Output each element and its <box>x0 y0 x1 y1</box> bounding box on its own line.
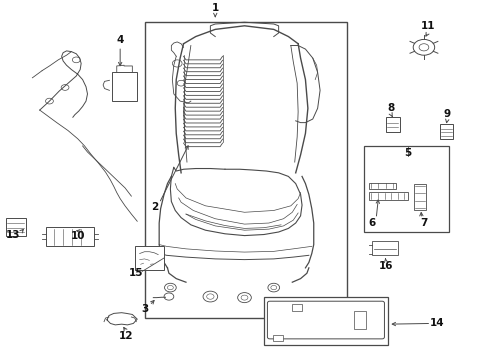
Bar <box>5 219 26 235</box>
Bar <box>292 305 302 311</box>
Bar <box>385 117 399 132</box>
Text: 7: 7 <box>419 218 427 228</box>
Text: 2: 2 <box>150 202 158 212</box>
FancyBboxPatch shape <box>267 301 384 339</box>
Bar <box>272 335 282 341</box>
Text: 15: 15 <box>129 268 143 278</box>
Text: 5: 5 <box>404 148 410 158</box>
Bar <box>112 72 137 101</box>
Bar <box>45 226 94 246</box>
Text: 16: 16 <box>378 261 392 271</box>
Bar <box>439 124 452 139</box>
Text: 10: 10 <box>70 231 85 240</box>
Text: 13: 13 <box>6 230 20 239</box>
Text: 9: 9 <box>443 109 450 119</box>
Bar <box>368 192 407 200</box>
Text: 8: 8 <box>386 103 394 113</box>
Text: 4: 4 <box>116 35 123 45</box>
Bar <box>135 246 163 270</box>
Text: 6: 6 <box>368 218 375 228</box>
Bar <box>363 146 448 232</box>
Text: 11: 11 <box>420 21 435 31</box>
Bar <box>144 22 346 318</box>
Text: 12: 12 <box>119 331 134 341</box>
Bar <box>413 184 426 211</box>
Bar <box>264 297 387 345</box>
Text: 3: 3 <box>141 304 148 314</box>
Bar <box>353 311 366 329</box>
Text: 14: 14 <box>429 319 444 328</box>
Bar <box>368 183 395 189</box>
Bar <box>371 241 397 255</box>
Text: 1: 1 <box>211 3 219 13</box>
